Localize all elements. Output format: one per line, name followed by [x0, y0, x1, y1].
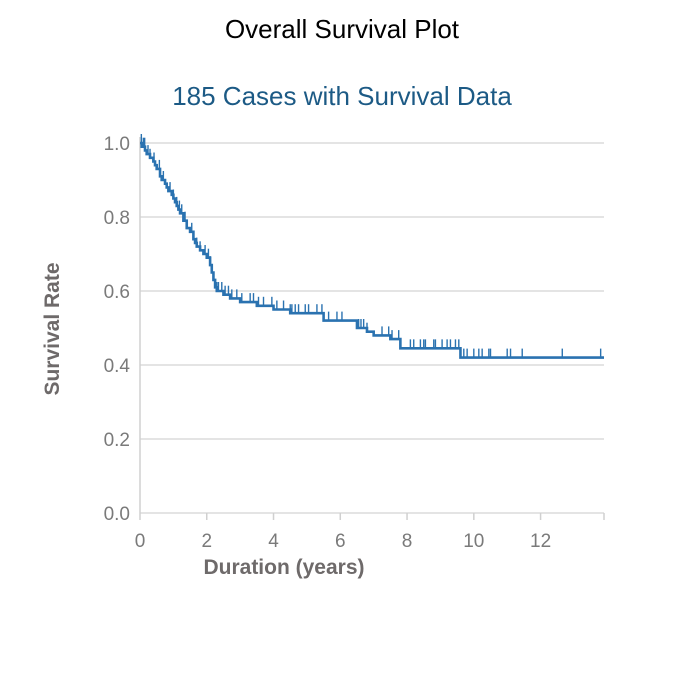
x-tick-label: 6: [335, 531, 346, 552]
y-tick-label: 0.8: [104, 208, 130, 229]
grid-lines: [140, 142, 604, 514]
chart-title: Overall Survival Plot: [224, 14, 460, 44]
x-tick-label: 4: [268, 531, 279, 552]
series: [140, 134, 604, 359]
x-tick-label: 8: [402, 531, 413, 552]
x-tick-label: 12: [530, 531, 551, 552]
y-tick-label: 0.4: [104, 356, 131, 377]
x-tick-label: 10: [463, 531, 484, 552]
survival-curve: [140, 141, 604, 359]
y-tick-label: 1.0: [104, 134, 130, 155]
x-tick-label: 0: [135, 531, 146, 552]
tick-labels: 0.0 0.2 0.4 0.6 0.8 1.0 0 2 4 6 8 10 12: [104, 134, 552, 552]
axes: [139, 137, 605, 520]
x-axis-title: Duration (years): [203, 556, 364, 579]
y-axis-title: Survival Rate: [41, 262, 64, 395]
y-tick-label: 0.6: [104, 282, 130, 303]
chart-subtitle: 185 Cases with Survival Data: [172, 81, 512, 111]
y-tick-label: 0.2: [104, 430, 130, 451]
x-tick-label: 2: [201, 531, 212, 552]
y-tick-label: 0.0: [104, 504, 130, 525]
